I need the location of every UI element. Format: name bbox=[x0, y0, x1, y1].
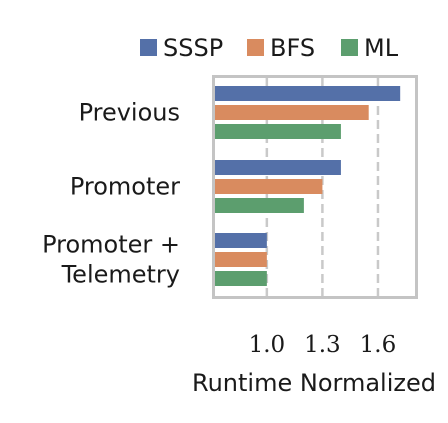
legend-label-ml: ML bbox=[364, 34, 399, 62]
legend: SSSP BFS ML bbox=[140, 34, 399, 62]
plot-frame bbox=[212, 75, 418, 299]
x-tick-labels: 1.0 1.3 1.6 bbox=[249, 332, 397, 358]
bar-bfs-0 bbox=[215, 105, 369, 120]
bars bbox=[215, 86, 401, 286]
x-tick-label: 1.6 bbox=[360, 332, 397, 358]
category-labels: Previous Promoter Promoter +Telemetry bbox=[42, 99, 180, 289]
legend-swatch-ml bbox=[341, 39, 358, 56]
bar-sssp-2 bbox=[215, 233, 267, 248]
bar-ml-2 bbox=[215, 271, 267, 286]
category-label: Promoter bbox=[70, 173, 180, 201]
category-label: Telemetry bbox=[61, 261, 180, 289]
bar-bfs-2 bbox=[215, 252, 267, 267]
bar-bfs-1 bbox=[215, 179, 323, 194]
category-label: Previous bbox=[79, 99, 180, 127]
category-label: Promoter + bbox=[42, 231, 180, 259]
legend-swatch-bfs bbox=[247, 39, 264, 56]
bar-sssp-0 bbox=[215, 86, 401, 101]
bar-ml-0 bbox=[215, 124, 341, 139]
x-tick-label: 1.3 bbox=[304, 332, 341, 358]
x-axis-label: Runtime Normalized bbox=[192, 369, 436, 397]
legend-swatch-sssp bbox=[140, 39, 157, 56]
x-tick-label: 1.0 bbox=[249, 332, 286, 358]
bar-sssp-1 bbox=[215, 160, 341, 175]
legend-label-bfs: BFS bbox=[270, 34, 315, 62]
legend-label-sssp: SSSP bbox=[163, 34, 223, 62]
bar-ml-1 bbox=[215, 198, 304, 213]
